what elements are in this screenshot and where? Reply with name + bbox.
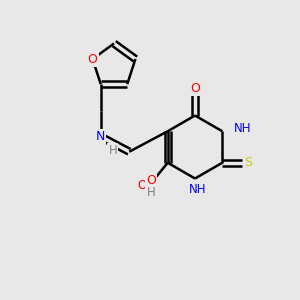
Text: H: H <box>147 186 156 199</box>
Text: NH: NH <box>189 183 207 196</box>
Text: O: O <box>190 82 200 95</box>
Text: N: N <box>96 130 106 143</box>
Text: O: O <box>146 174 156 187</box>
Text: H: H <box>108 144 117 157</box>
Text: OH: OH <box>138 179 156 192</box>
Text: O: O <box>88 52 98 65</box>
Text: S: S <box>244 156 252 169</box>
Text: NH: NH <box>234 122 251 135</box>
